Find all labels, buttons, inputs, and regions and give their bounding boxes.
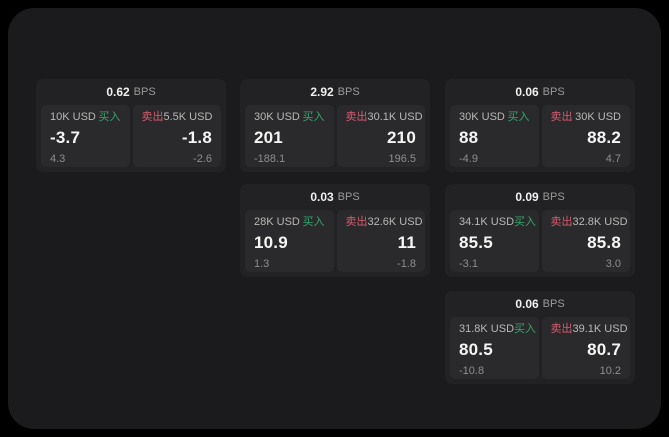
sell-tile[interactable]: 卖出 32.8K USD 85.8 3.0	[541, 210, 630, 272]
buy-amount: 31.8K USD	[459, 323, 515, 335]
sell-tile[interactable]: 卖出 5.5K USD -1.8 -2.6	[132, 105, 221, 167]
buy-delta: -3.1	[459, 258, 478, 270]
buy-price: 88	[459, 128, 479, 147]
buy-label: 买入	[514, 323, 537, 335]
sell-amount: 32.6K USD	[367, 216, 423, 228]
buy-delta: -4.9	[459, 153, 478, 165]
buy-delta: -188.1	[254, 153, 286, 165]
buy-tile[interactable]: 28K USD 买入 10.9 1.3	[245, 210, 334, 272]
sell-price: 85.8	[587, 233, 621, 252]
bps-value: 0.09	[515, 190, 539, 204]
bps-header: 0.09 BPS	[445, 184, 635, 210]
buy-label: 买入	[507, 111, 530, 123]
bps-header: 0.03 BPS	[240, 184, 430, 210]
sell-delta: 10.2	[599, 365, 621, 377]
bps-value: 0.62	[106, 85, 130, 99]
sell-tile[interactable]: 卖出 39.1K USD 80.7 10.2	[541, 317, 630, 379]
sell-delta: 3.0	[605, 258, 621, 270]
sell-price: 80.7	[587, 340, 621, 359]
buy-label: 买入	[98, 111, 121, 123]
buy-amount: 30K USD	[459, 111, 505, 123]
buy-label: 买入	[514, 216, 537, 228]
buy-price: 85.5	[459, 233, 493, 252]
bps-value: 2.92	[310, 85, 334, 99]
sell-label: 卖出	[345, 111, 368, 123]
buy-tile[interactable]: 34.1K USD 买入 85.5 -3.1	[450, 210, 539, 272]
buy-price: -3.7	[50, 128, 81, 147]
buy-price: 201	[254, 128, 283, 147]
sell-tile[interactable]: 卖出 32.6K USD 11 -1.8	[336, 210, 425, 272]
bps-unit: BPS	[542, 191, 565, 203]
sell-label: 卖出	[550, 216, 573, 228]
bps-header: 2.92 BPS	[240, 79, 430, 105]
buy-tile[interactable]: 30K USD 买入 88 -4.9	[450, 105, 539, 167]
bps-value: 0.03	[310, 190, 334, 204]
sell-label: 卖出	[345, 216, 368, 228]
sell-amount: 5.5K USD	[163, 111, 213, 123]
buy-tile[interactable]: 31.8K USD 买入 80.5 -10.8	[450, 317, 539, 379]
sell-price: 88.2	[587, 128, 621, 147]
bps-value: 0.06	[515, 297, 539, 311]
sell-delta: 4.7	[605, 153, 621, 165]
quote-card: 0.06 BPS 31.8K USD 买入 80.5 -10.8 卖出 39.1…	[445, 291, 635, 384]
sell-amount: 30.1K USD	[367, 111, 423, 123]
bps-unit: BPS	[542, 298, 565, 310]
buy-delta: 4.3	[50, 153, 66, 165]
buy-delta: -10.8	[459, 365, 485, 377]
sell-price: 11	[397, 233, 416, 252]
sell-delta: 196.5	[388, 153, 416, 165]
bps-unit: BPS	[337, 86, 360, 98]
bps-header: 0.62 BPS	[36, 79, 226, 105]
quote-card: 0.09 BPS 34.1K USD 买入 85.5 -3.1 卖出 32.8K…	[445, 184, 635, 277]
buy-label: 买入	[302, 216, 325, 228]
buy-delta: 1.3	[254, 258, 270, 270]
sell-amount: 30K USD	[575, 111, 621, 123]
quote-card: 0.03 BPS 28K USD 买入 10.9 1.3 卖出 32.6K US…	[240, 184, 430, 277]
buy-amount: 30K USD	[254, 111, 300, 123]
buy-tile[interactable]: 30K USD 买入 201 -188.1	[245, 105, 334, 167]
buy-tile[interactable]: 10K USD 买入 -3.7 4.3	[41, 105, 130, 167]
quote-card: 2.92 BPS 30K USD 买入 201 -188.1 卖出 30.1K …	[240, 79, 430, 172]
sell-delta: -1.8	[397, 258, 416, 270]
sell-label: 卖出	[550, 323, 573, 335]
sell-tile[interactable]: 卖出 30.1K USD 210 196.5	[336, 105, 425, 167]
buy-label: 买入	[302, 111, 325, 123]
bps-unit: BPS	[542, 86, 565, 98]
bps-unit: BPS	[133, 86, 156, 98]
bps-header: 0.06 BPS	[445, 291, 635, 317]
sell-tile[interactable]: 卖出 30K USD 88.2 4.7	[541, 105, 630, 167]
buy-amount: 28K USD	[254, 216, 300, 228]
sell-label: 卖出	[141, 111, 164, 123]
buy-price: 10.9	[254, 233, 288, 252]
quote-card: 0.06 BPS 30K USD 买入 88 -4.9 卖出 30K USD 8…	[445, 79, 635, 172]
sell-price: -1.8	[181, 128, 212, 147]
sell-amount: 32.8K USD	[572, 216, 628, 228]
sell-delta: -2.6	[193, 153, 212, 165]
buy-amount: 10K USD	[50, 111, 96, 123]
sell-label: 卖出	[550, 111, 573, 123]
buy-price: 80.5	[459, 340, 493, 359]
quote-card: 0.62 BPS 10K USD 买入 -3.7 4.3 卖出 5.5K USD…	[36, 79, 226, 172]
bps-header: 0.06 BPS	[445, 79, 635, 105]
bps-value: 0.06	[515, 85, 539, 99]
sell-price: 210	[387, 128, 416, 147]
sell-amount: 39.1K USD	[572, 323, 628, 335]
bps-unit: BPS	[337, 191, 360, 203]
buy-amount: 34.1K USD	[459, 216, 515, 228]
